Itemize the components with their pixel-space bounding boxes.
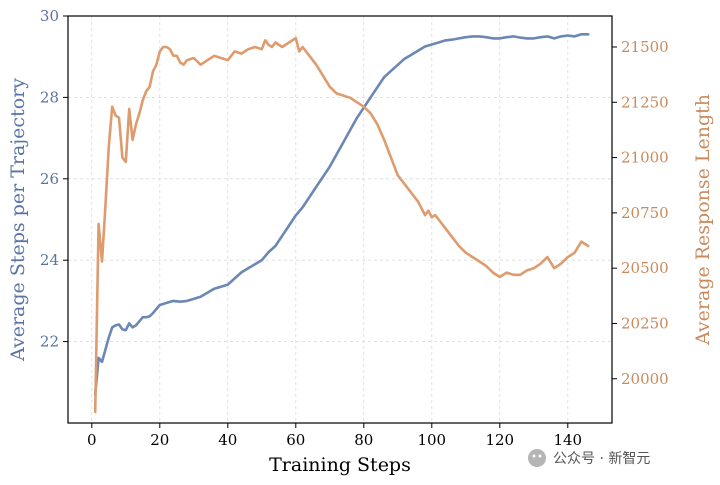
y-left-tick-label: 24: [40, 251, 59, 269]
y-right-tick-label: 21250: [621, 93, 669, 111]
x-axis-title: Training Steps: [269, 454, 411, 476]
tick-layer: 0 20 40 60 80 100 120 140 22 24 26 28 30 20000 20250 20…: [40, 7, 669, 449]
y-axis-right-title: Average Response Length: [692, 94, 714, 346]
x-tick-label: 40: [218, 431, 237, 449]
wechat-icon: [528, 449, 546, 467]
watermark: 公众号 · 新智元: [528, 449, 650, 467]
y-right-tick-label: 21000: [621, 149, 669, 167]
y-right-tick-label: 20750: [621, 204, 669, 222]
x-tick-label: 80: [354, 431, 373, 449]
wechat-icon-eye-right: [538, 454, 542, 458]
x-tick-label: 100: [417, 431, 446, 449]
x-tick-label: 0: [87, 431, 97, 449]
y-left-tick-label: 30: [40, 7, 59, 25]
wechat-icon-eye-left: [532, 454, 536, 458]
y-left-tick-label: 22: [40, 333, 59, 351]
x-tick-label: 20: [150, 431, 169, 449]
watermark-text: 公众号 · 新智元: [553, 451, 650, 467]
series-line-response-length: [93, 36, 590, 414]
y-right-tick-label: 20250: [621, 314, 669, 332]
y-left-tick-label: 28: [40, 88, 59, 106]
y-axis-left-title: Average Steps per Trajectory: [7, 78, 29, 362]
y-right-tick-label: 20500: [621, 259, 669, 277]
y-right-tick-label: 20000: [621, 370, 669, 388]
x-tick-label: 120: [485, 431, 514, 449]
plot-frame: [67, 15, 613, 424]
series-layer: [93, 32, 590, 414]
series-line-steps-per-trajectory: [93, 32, 590, 396]
x-tick-label: 60: [286, 431, 305, 449]
grid: [68, 15, 612, 423]
y-right-tick-label: 21500: [621, 38, 669, 56]
x-tick-label: 140: [553, 431, 582, 449]
y-left-tick-label: 26: [40, 170, 59, 188]
